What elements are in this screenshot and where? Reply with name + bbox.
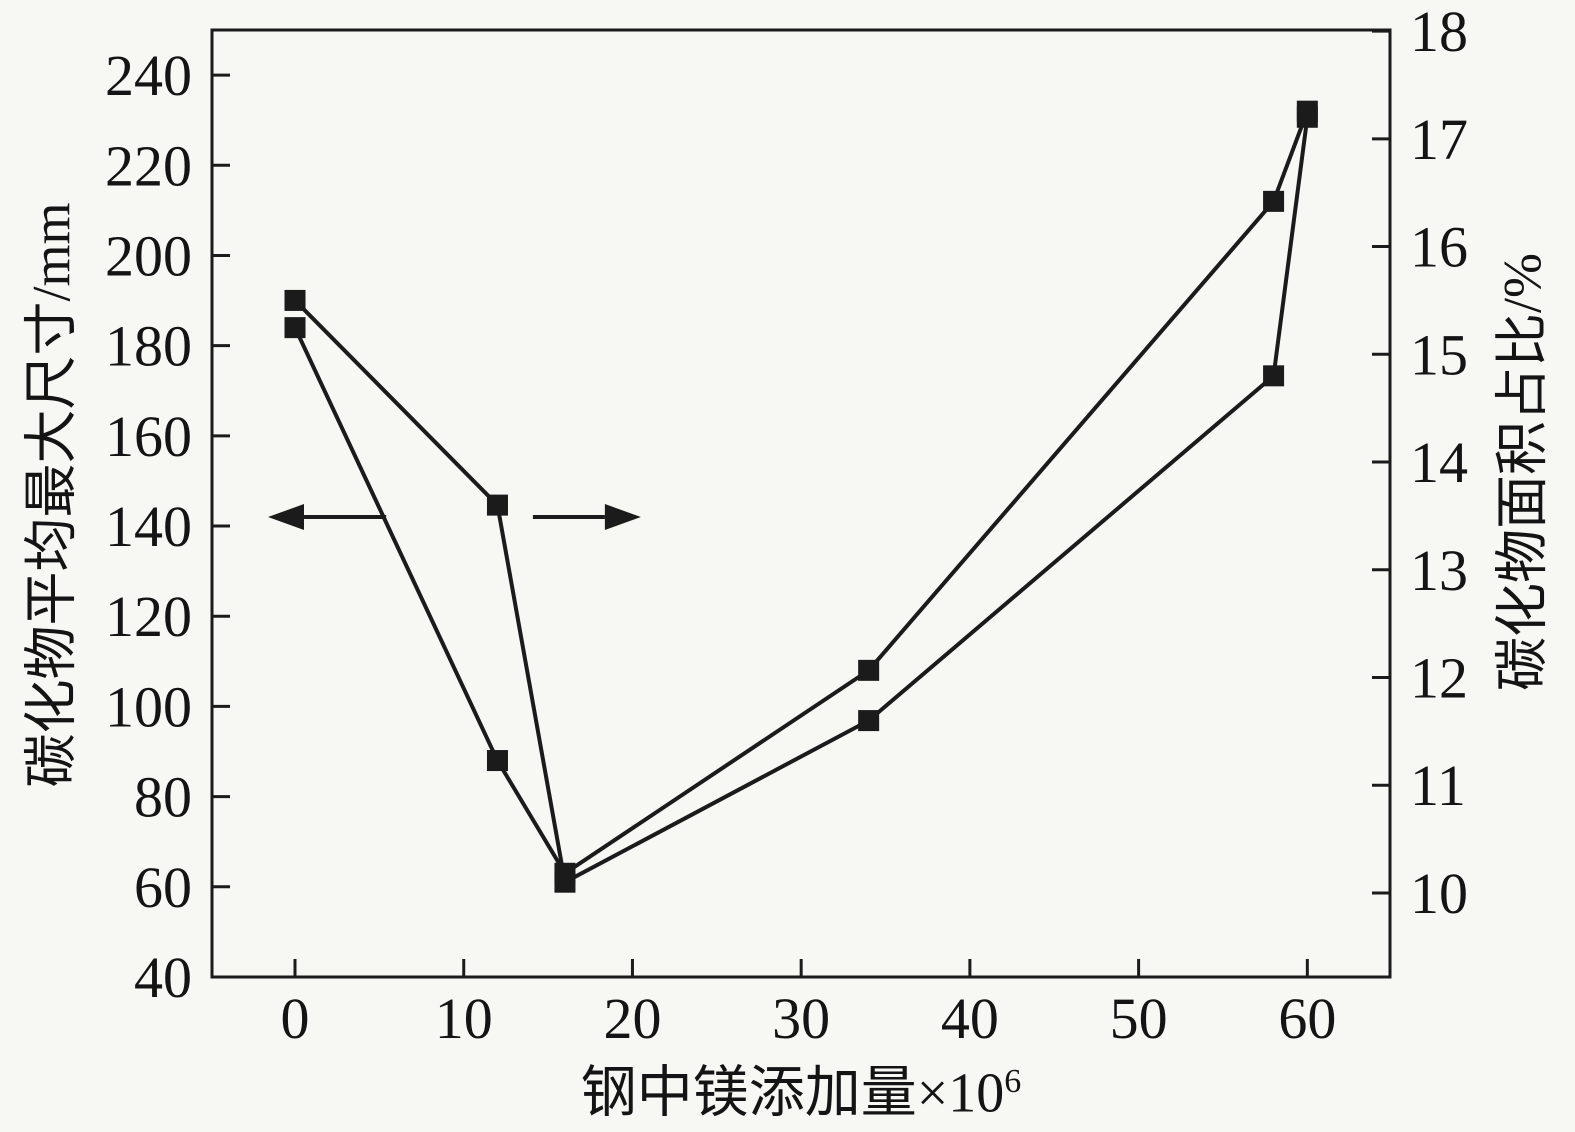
- series-1-marker: [284, 317, 306, 339]
- left-y-axis-tick-label: 100: [105, 674, 192, 739]
- left-y-axis-tick-label: 140: [105, 494, 192, 559]
- right-y-axis-tick-label: 16: [1410, 215, 1468, 280]
- x-axis-tick-label: 60: [1278, 986, 1336, 1051]
- series-1-marker: [486, 750, 508, 772]
- series-1-marker: [1263, 190, 1285, 212]
- right-axis-arrow-head-icon: [604, 504, 641, 531]
- left-y-axis-tick-label: 220: [105, 133, 192, 198]
- left-y-axis-tick-label: 80: [134, 765, 192, 830]
- x-axis-title-exponent: 6: [1004, 1062, 1022, 1100]
- right-y-axis-tick-label: 15: [1410, 322, 1468, 387]
- right-y-axis-tick-label: 10: [1410, 861, 1468, 926]
- left-y-axis-tick-label: 160: [105, 404, 192, 469]
- x-axis-tick-label: 10: [435, 986, 493, 1051]
- left-y-axis-tick-label: 240: [105, 43, 192, 108]
- series-line-1: [293, 110, 1310, 877]
- right-y-axis-tick-label: 13: [1410, 538, 1468, 603]
- series-1-marker: [858, 659, 880, 681]
- x-axis-tick-label: 20: [603, 986, 661, 1051]
- series-2-marker: [1263, 365, 1285, 387]
- x-axis-tick-label: 30: [772, 986, 830, 1051]
- left-y-axis-tick-label: 40: [134, 945, 192, 1010]
- plot-frame: [210, 28, 1392, 979]
- left-y-axis-title: 碳化物平均最大尺寸/mm: [21, 202, 82, 788]
- left-y-axis-tick-label: 120: [105, 584, 192, 649]
- right-y-axis-tick-label: 14: [1410, 430, 1468, 495]
- left-y-axis-tick-label: 180: [105, 314, 192, 379]
- x-axis-tick-label: 0: [281, 986, 310, 1051]
- right-y-axis-tick-label: 12: [1410, 645, 1468, 710]
- x-axis-title-text: 钢中镁添加量×10: [580, 1062, 1005, 1125]
- right-y-axis-tick-label: 11: [1410, 753, 1466, 818]
- x-axis-tick-label: 50: [1110, 986, 1168, 1051]
- right-y-axis-tick-label: 18: [1410, 0, 1468, 64]
- right-y-axis-title: 碳化物面积占比/%: [1492, 253, 1553, 691]
- series-line-2: [293, 117, 1310, 886]
- series-2-marker: [554, 871, 576, 893]
- series-2-marker: [858, 710, 880, 732]
- left-axis-arrow-head-icon: [268, 504, 305, 531]
- x-axis-tick-label: 40: [941, 986, 999, 1051]
- left-y-axis-tick-label: 60: [134, 855, 192, 920]
- left-y-axis-tick-label: 200: [105, 223, 192, 288]
- x-axis-title: 钢中镁添加量×106: [581, 1048, 1022, 1129]
- series-2-marker: [1296, 106, 1318, 128]
- series-2-marker: [486, 494, 508, 516]
- right-y-axis-tick-label: 17: [1410, 107, 1468, 172]
- series-2-marker: [284, 289, 306, 311]
